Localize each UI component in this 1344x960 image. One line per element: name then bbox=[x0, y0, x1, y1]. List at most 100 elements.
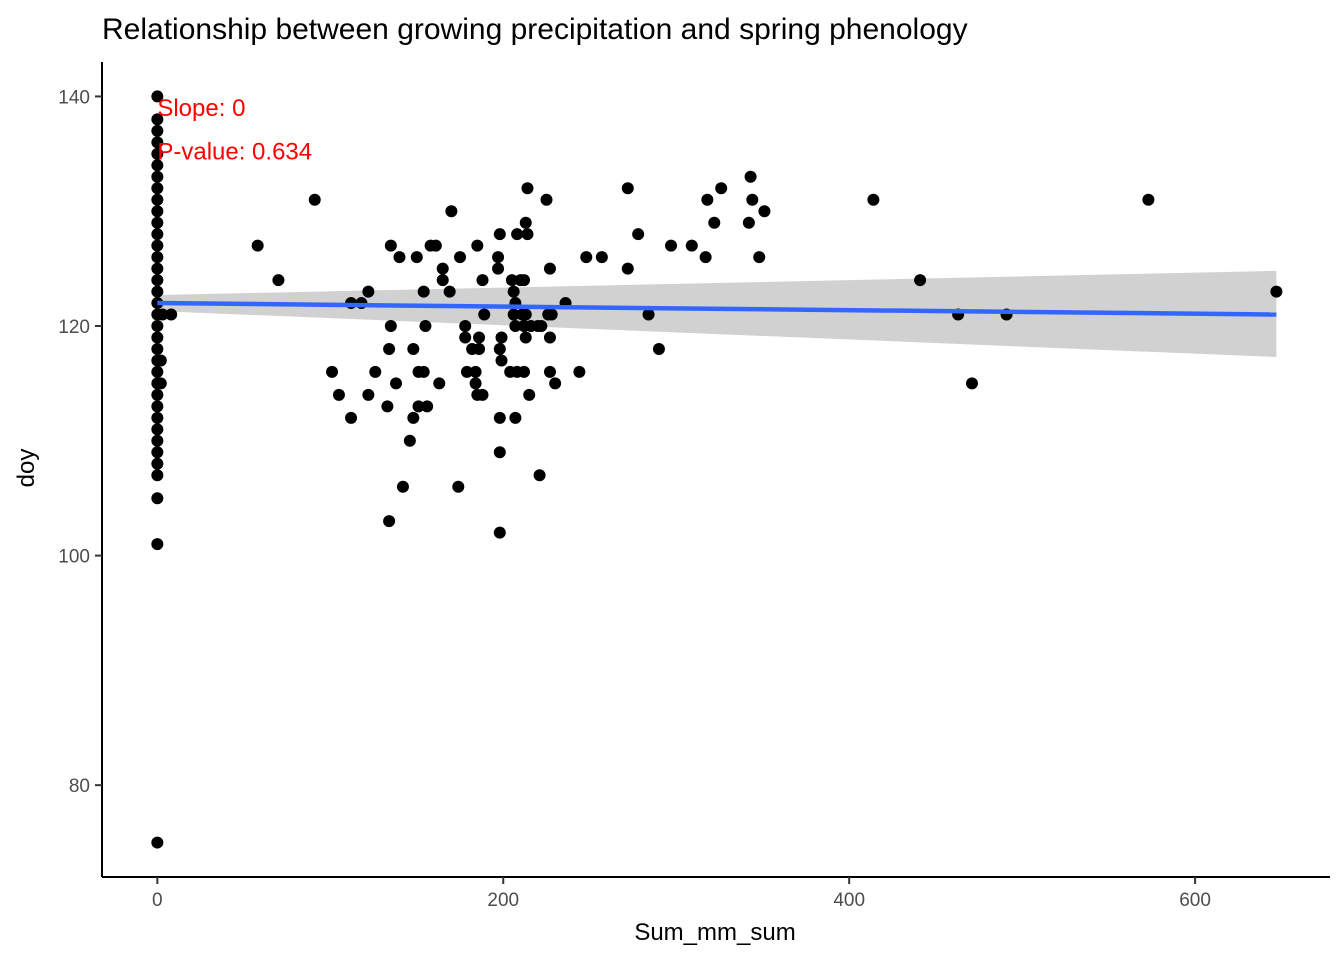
data-point bbox=[156, 308, 169, 321]
data-point bbox=[744, 170, 757, 183]
x-tick-label: 400 bbox=[833, 890, 865, 911]
data-point bbox=[151, 365, 164, 378]
data-point bbox=[445, 205, 458, 218]
data-point bbox=[518, 365, 531, 378]
data-point bbox=[665, 239, 678, 252]
data-point bbox=[519, 331, 532, 344]
data-point bbox=[509, 320, 522, 333]
data-point bbox=[272, 274, 285, 287]
data-point bbox=[492, 251, 505, 264]
regression-line-layer bbox=[157, 300, 1277, 317]
data-point bbox=[345, 411, 358, 424]
data-point bbox=[715, 182, 728, 195]
data-point bbox=[381, 400, 394, 413]
data-point bbox=[443, 285, 456, 298]
y-tick-label: 100 bbox=[58, 547, 90, 568]
data-point bbox=[251, 239, 264, 252]
data-point bbox=[473, 342, 486, 355]
data-point bbox=[384, 320, 397, 333]
data-point bbox=[533, 469, 546, 482]
chart-title: Relationship between growing precipitati… bbox=[102, 13, 968, 46]
data-point bbox=[459, 331, 472, 344]
data-point bbox=[523, 388, 536, 401]
data-point bbox=[708, 216, 721, 229]
data-point bbox=[965, 377, 978, 390]
data-point bbox=[535, 320, 548, 333]
y-axis-ticks: 80 100 120 140 bbox=[58, 87, 102, 797]
data-point bbox=[507, 285, 520, 298]
data-point bbox=[519, 216, 532, 229]
data-point bbox=[332, 388, 345, 401]
data-point bbox=[621, 182, 634, 195]
data-point bbox=[419, 320, 432, 333]
data-point bbox=[383, 515, 396, 528]
data-point bbox=[417, 365, 430, 378]
data-point bbox=[421, 400, 434, 413]
data-point bbox=[476, 274, 489, 287]
data-point bbox=[699, 251, 712, 264]
data-point bbox=[495, 354, 508, 367]
data-point bbox=[407, 342, 420, 355]
data-point bbox=[595, 251, 608, 264]
annotation-layer: Slope: 0 P-value: 0.634 bbox=[157, 95, 312, 166]
data-point bbox=[151, 331, 164, 344]
data-point bbox=[652, 342, 665, 355]
data-point bbox=[549, 377, 562, 390]
data-point bbox=[518, 274, 531, 287]
data-point bbox=[509, 411, 522, 424]
data-point bbox=[543, 262, 556, 275]
data-point bbox=[151, 446, 164, 459]
data-point bbox=[429, 239, 442, 252]
data-point bbox=[454, 251, 467, 264]
data-point bbox=[151, 90, 164, 103]
data-point bbox=[393, 251, 406, 264]
data-point bbox=[580, 251, 593, 264]
data-point bbox=[459, 320, 472, 333]
plot-area: Slope: 0 P-value: 0.634 bbox=[151, 90, 1283, 849]
x-tick-label: 200 bbox=[487, 890, 519, 911]
annotation-1: P-value: 0.634 bbox=[157, 139, 312, 166]
data-point bbox=[154, 377, 167, 390]
data-point bbox=[151, 411, 164, 424]
data-point bbox=[507, 308, 520, 321]
data-point bbox=[154, 354, 167, 367]
data-point bbox=[493, 526, 506, 539]
data-point bbox=[151, 400, 164, 413]
data-point bbox=[493, 411, 506, 424]
data-point bbox=[151, 388, 164, 401]
x-axis-title: Sum_mm_sum bbox=[634, 919, 795, 946]
data-point bbox=[573, 365, 586, 378]
data-point bbox=[151, 159, 164, 172]
data-point bbox=[151, 434, 164, 447]
data-point bbox=[473, 331, 486, 344]
y-tick-label: 120 bbox=[58, 317, 90, 338]
data-point bbox=[493, 228, 506, 241]
data-point bbox=[476, 388, 489, 401]
data-point bbox=[362, 388, 375, 401]
data-point bbox=[326, 365, 339, 378]
data-point bbox=[478, 308, 491, 321]
data-point bbox=[460, 365, 473, 378]
x-axis-ticks: 0 200 400 600 bbox=[152, 877, 1211, 911]
data-point bbox=[914, 274, 927, 287]
data-point bbox=[151, 538, 164, 551]
data-point bbox=[383, 342, 396, 355]
data-point bbox=[151, 205, 164, 218]
data-point bbox=[151, 262, 164, 275]
data-point bbox=[151, 320, 164, 333]
data-point bbox=[753, 251, 766, 264]
data-point bbox=[543, 365, 556, 378]
data-point bbox=[471, 239, 484, 252]
data-point bbox=[436, 262, 449, 275]
data-point bbox=[151, 170, 164, 183]
y-axis-title: doy bbox=[13, 449, 40, 488]
data-point bbox=[362, 285, 375, 298]
data-point bbox=[151, 216, 164, 229]
data-point bbox=[151, 239, 164, 252]
data-point bbox=[758, 205, 771, 218]
data-point bbox=[165, 308, 178, 321]
data-point bbox=[151, 423, 164, 436]
data-point bbox=[151, 228, 164, 241]
data-point bbox=[410, 251, 423, 264]
data-point bbox=[369, 365, 382, 378]
